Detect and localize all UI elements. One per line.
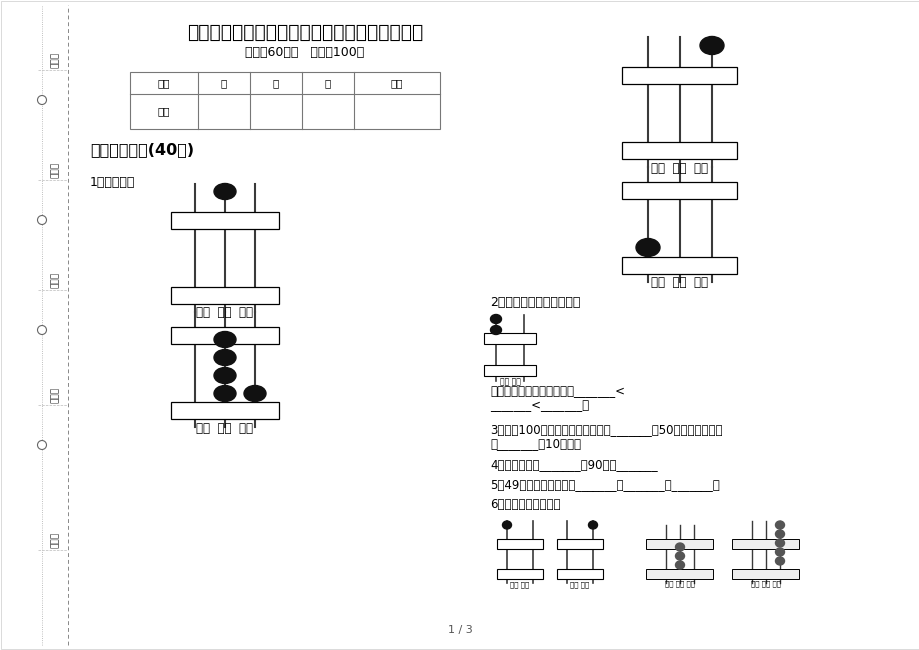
Text: 百位  十位  个位: 百位 十位 个位	[197, 421, 254, 434]
Ellipse shape	[490, 315, 501, 324]
Text: 百位 十位 个位: 百位 十位 个位	[664, 580, 694, 586]
Text: 十位 个位: 十位 个位	[570, 581, 589, 588]
Ellipse shape	[502, 521, 511, 529]
Ellipse shape	[214, 332, 236, 348]
Text: 苏教版一年级下学期竞赛练习题数学期末模拟试: 苏教版一年级下学期竞赛练习题数学期末模拟试	[187, 23, 423, 42]
Ellipse shape	[490, 326, 501, 335]
Bar	[171, 402, 278, 419]
Bar	[171, 326, 278, 343]
Bar	[622, 181, 737, 198]
Text: 一: 一	[221, 78, 227, 88]
Text: 姓名：: 姓名：	[51, 272, 60, 288]
Ellipse shape	[588, 521, 596, 529]
Ellipse shape	[214, 385, 236, 402]
Text: 把上面三个数从小到大排列_______<: 把上面三个数从小到大排列_______<	[490, 385, 624, 398]
Ellipse shape	[635, 239, 659, 257]
Ellipse shape	[214, 183, 236, 200]
Text: 班级：: 班级：	[51, 387, 60, 403]
Ellipse shape	[775, 539, 784, 547]
Circle shape	[38, 441, 47, 450]
Text: 十位 个位: 十位 个位	[499, 378, 520, 387]
Circle shape	[38, 216, 47, 224]
Circle shape	[38, 326, 47, 335]
Bar	[556, 539, 602, 549]
Text: 百位  十位  个位: 百位 十位 个位	[651, 161, 708, 174]
Bar	[732, 539, 799, 549]
Text: 十位 个位: 十位 个位	[510, 581, 529, 588]
Text: 1．看图写数: 1．看图写数	[90, 176, 135, 188]
Bar	[130, 72, 439, 129]
Ellipse shape	[675, 552, 684, 560]
Bar	[646, 569, 713, 579]
Text: 3．一张100元的人民币，可以换成_______张50元，或者还能换: 3．一张100元的人民币，可以换成_______张50元，或者还能换	[490, 424, 721, 437]
Ellipse shape	[214, 350, 236, 365]
Text: 2．看图写一写，比一比。: 2．看图写一写，比一比。	[490, 296, 580, 309]
Bar	[171, 287, 278, 304]
Circle shape	[38, 96, 47, 105]
Text: 6．认一认，比一比。: 6．认一认，比一比。	[490, 499, 560, 512]
Ellipse shape	[214, 367, 236, 383]
Bar	[483, 333, 536, 343]
Text: 成_______张10元的。: 成_______张10元的。	[490, 437, 581, 450]
Bar	[496, 569, 542, 579]
Ellipse shape	[775, 530, 784, 538]
Text: 考场：: 考场：	[51, 162, 60, 178]
Text: 1 / 3: 1 / 3	[448, 625, 471, 635]
Text: 百位 十位 个位: 百位 十位 个位	[750, 580, 780, 586]
Bar	[622, 257, 737, 274]
Text: 百位  十位  个位: 百位 十位 个位	[651, 276, 708, 289]
Bar	[483, 365, 536, 376]
Text: 5．49后面连续三个数是_______、_______、_______。: 5．49后面连续三个数是_______、_______、_______。	[490, 478, 719, 491]
Text: 考号：: 考号：	[51, 52, 60, 68]
Bar	[622, 142, 737, 159]
Ellipse shape	[244, 385, 266, 402]
Text: 二: 二	[273, 78, 278, 88]
Text: 时间：60分钟   满分：100分: 时间：60分钟 满分：100分	[245, 46, 364, 58]
Bar	[646, 539, 713, 549]
Text: 百位  十位  个位: 百位 十位 个位	[197, 307, 254, 320]
Bar	[496, 539, 542, 549]
Ellipse shape	[775, 548, 784, 556]
Text: 学校：: 学校：	[51, 532, 60, 548]
Bar	[171, 211, 278, 229]
Text: 总分: 总分	[391, 78, 403, 88]
Text: 得分: 得分	[157, 107, 170, 116]
Bar	[732, 569, 799, 579]
Text: 题号: 题号	[157, 78, 170, 88]
Bar	[622, 66, 737, 83]
Text: 一、基础练习(40分): 一、基础练习(40分)	[90, 142, 194, 157]
Text: 三: 三	[324, 78, 331, 88]
Ellipse shape	[675, 561, 684, 569]
Text: _______<_______。: _______<_______。	[490, 400, 588, 413]
Bar	[556, 569, 602, 579]
Ellipse shape	[675, 543, 684, 551]
Ellipse shape	[775, 521, 784, 529]
Ellipse shape	[699, 36, 723, 55]
Ellipse shape	[775, 557, 784, 565]
Text: 4．七十六写作_______，90读作_______: 4．七十六写作_______，90读作_______	[490, 458, 657, 471]
